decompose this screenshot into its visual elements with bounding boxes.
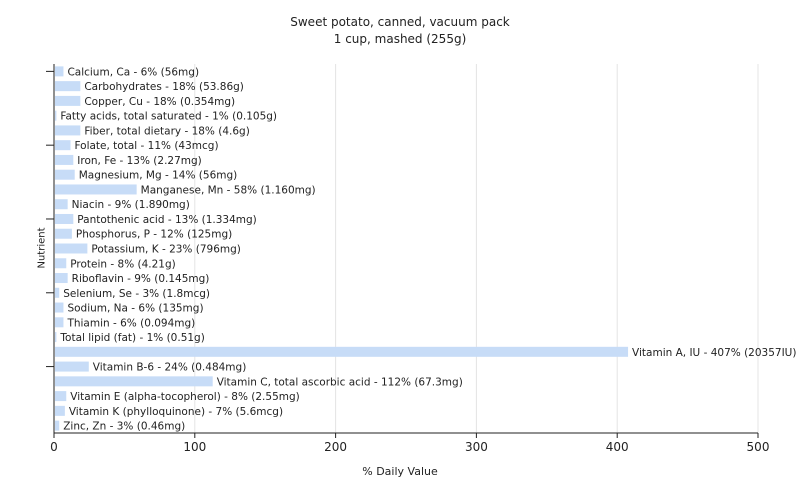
grid-lines	[194, 64, 759, 433]
bar-23	[55, 405, 65, 416]
bar-label-17: Thiamin - 6% (0.094mg)	[66, 317, 195, 329]
bar-8	[55, 184, 137, 195]
x-tick-label-0: 0	[50, 440, 58, 454]
bar-label-13: Protein - 8% (4.21g)	[70, 258, 176, 270]
y-axis-label: Nutrient	[36, 227, 48, 269]
bar-20	[55, 361, 89, 372]
bar-label-20: Vitamin B-6 - 24% (0.484mg)	[93, 362, 247, 374]
bar-label-16: Sodium, Na - 6% (135mg)	[67, 303, 203, 315]
bar-label-15: Selenium, Se - 3% (1.8mcg)	[63, 288, 210, 300]
x-tick-label-3: 300	[465, 440, 488, 454]
x-tick-label-4: 400	[606, 440, 629, 454]
bar-7	[55, 169, 75, 180]
bar-11	[55, 228, 72, 239]
bar-6	[55, 154, 74, 165]
bar-label-9: Niacin - 9% (1.890mg)	[72, 199, 190, 211]
x-axis-label: % Daily Value	[362, 465, 438, 478]
bar-label-3: Fatty acids, total saturated - 1% (0.105…	[60, 111, 277, 123]
chart-subtitle: 1 cup, mashed (255g)	[333, 32, 467, 46]
bar-label-21: Vitamin C, total ascorbic acid - 112% (6…	[217, 376, 463, 388]
bar-12	[55, 243, 88, 254]
bar-label-19: Vitamin A, IU - 407% (20357IU)	[632, 347, 796, 359]
bar-label-6: Iron, Fe - 13% (2.27mg)	[77, 155, 201, 167]
bar-5	[55, 140, 71, 151]
bar-label-4: Fiber, total dietary - 18% (4.6g)	[84, 125, 249, 137]
bar-label-5: Folate, total - 11% (43mcg)	[74, 140, 218, 152]
bar-3	[55, 110, 57, 121]
bar-label-18: Total lipid (fat) - 1% (0.51g)	[59, 332, 204, 344]
chart-title: Sweet potato, canned, vacuum pack	[290, 15, 510, 29]
bar-15	[55, 287, 60, 298]
bar-label-24: Zinc, Zn - 3% (0.46mg)	[63, 421, 185, 433]
x-ticks: 0 100 200 300 400 500	[50, 433, 769, 454]
bar-22	[55, 391, 67, 402]
bar-9	[55, 199, 68, 210]
bar-label-7: Magnesium, Mg - 14% (56mg)	[79, 170, 238, 182]
bar-21	[55, 376, 213, 387]
bar-1	[55, 81, 81, 92]
bar-label-23: Vitamin K (phylloquinone) - 7% (5.6mcg)	[69, 406, 283, 418]
bar-2	[55, 95, 81, 106]
bar-label-0: Calcium, Ca - 6% (56mg)	[67, 66, 199, 78]
bar-0	[55, 66, 64, 77]
bar-13	[55, 258, 67, 269]
x-tick-label-2: 200	[324, 440, 347, 454]
bars: Calcium, Ca - 6% (56mg) Carbohydrates - 1…	[55, 66, 796, 433]
bar-18	[55, 332, 57, 343]
bar-4	[55, 125, 81, 136]
bar-label-22: Vitamin E (alpha-tocopherol) - 8% (2.55m…	[70, 391, 300, 403]
bar-16	[55, 302, 64, 313]
x-tick-label-1: 100	[183, 440, 206, 454]
bar-label-1: Carbohydrates - 18% (53.86g)	[84, 81, 244, 93]
bar-label-11: Phosphorus, P - 12% (125mg)	[76, 229, 232, 241]
bar-14	[55, 273, 68, 284]
bar-label-12: Potassium, K - 23% (796mg)	[91, 244, 241, 256]
bar-label-14: Riboflavin - 9% (0.145mg)	[72, 273, 210, 285]
bar-label-2: Copper, Cu - 18% (0.354mg)	[84, 96, 235, 108]
axes	[46, 64, 758, 434]
bar-label-8: Manganese, Mn - 58% (1.160mg)	[141, 184, 316, 196]
bar-24	[55, 420, 60, 431]
bar-10	[55, 213, 74, 224]
bar-19	[55, 346, 629, 357]
x-tick-label-5: 500	[747, 440, 770, 454]
bar-label-10: Pantothenic acid - 13% (1.334mg)	[77, 214, 256, 226]
bar-17	[55, 317, 64, 328]
